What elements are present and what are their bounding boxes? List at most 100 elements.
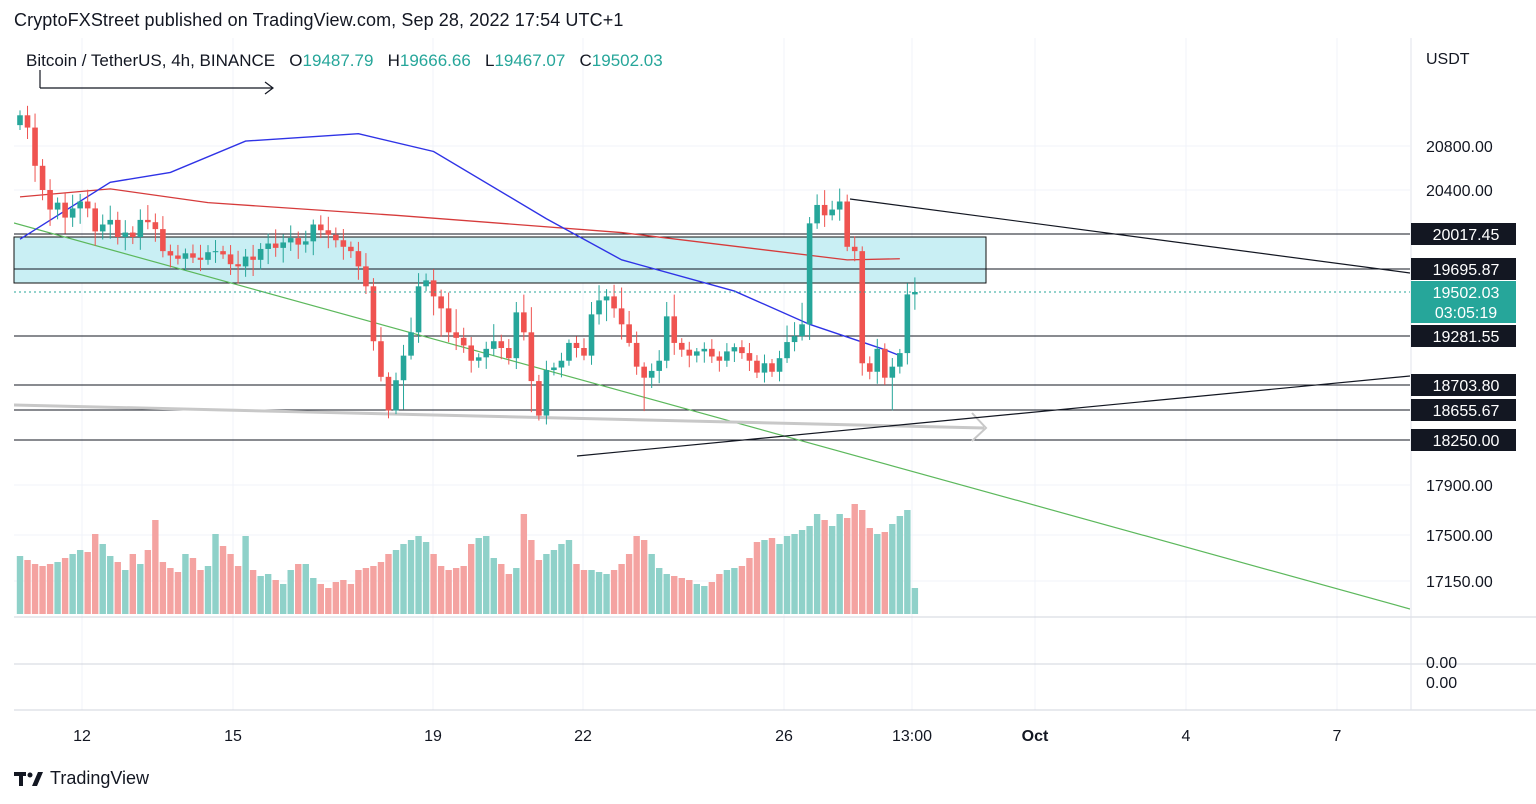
candle-body [709, 348, 715, 357]
volume-bar [874, 534, 881, 614]
candle-body [17, 115, 23, 126]
candle-body [182, 253, 189, 259]
candle-body [746, 353, 753, 361]
volume-bar [753, 542, 761, 614]
price-tick-label: 17150.00 [1426, 574, 1493, 591]
drawings [14, 70, 1410, 610]
volume-bar [129, 554, 136, 614]
candle-body [521, 312, 527, 333]
candle-body [77, 201, 83, 209]
candle-body [701, 348, 708, 352]
level-badge [1411, 399, 1516, 421]
volume-bar [468, 544, 475, 614]
candle-body [227, 254, 234, 265]
time-tick-label: 13:00 [892, 728, 932, 745]
volume-bar [189, 558, 197, 614]
candle-body [340, 240, 347, 247]
candle-body [904, 294, 911, 354]
volume-bars [16, 504, 919, 614]
volume-bar [430, 554, 437, 614]
volume-bar [701, 586, 708, 614]
candle-body [468, 345, 474, 361]
candle-body [551, 367, 557, 371]
candle-body [107, 219, 114, 225]
volume-bar [422, 542, 430, 614]
price-axis[interactable]: 20800.00 20400.00 17900.00 17500.00 17150.00 [1426, 139, 1493, 591]
candle-body [851, 246, 858, 252]
candle-body [272, 243, 279, 248]
price-tick-label: 17500.00 [1426, 528, 1493, 545]
volume-bar [889, 524, 896, 614]
volume-bar [483, 536, 490, 614]
candle-body [596, 300, 602, 315]
candle-body [54, 202, 61, 210]
volume-bar [377, 562, 385, 614]
candle-body [137, 219, 144, 237]
level-badge [1411, 258, 1516, 280]
volume-bar [122, 570, 129, 614]
candle-body [378, 341, 384, 377]
time-tick-label: 15 [224, 728, 242, 745]
candle-body [92, 208, 98, 232]
candle-body [393, 380, 399, 411]
candle-body [836, 201, 843, 210]
candle-body [415, 286, 422, 333]
volume-bar [851, 504, 858, 614]
volume-bar [565, 540, 573, 614]
candle-body [581, 348, 587, 356]
candle-body [190, 253, 196, 258]
volume-bar [904, 510, 911, 614]
candle-body [829, 209, 835, 216]
candle-body [761, 363, 768, 373]
volume-bar [588, 570, 595, 614]
volume-bar [204, 566, 212, 614]
volume-bar [844, 518, 851, 614]
candle-body [769, 363, 775, 372]
volume-bar [828, 526, 836, 614]
time-axis[interactable]: 12 15 19 22 26 13:00 Oct 4 7 [73, 728, 1341, 745]
candle-body [114, 219, 121, 237]
blue-moving-average [19, 133, 901, 357]
tradingview-footer[interactable]: TradingView [14, 768, 149, 789]
candle-body [32, 127, 38, 166]
tradingview-brand: TradingView [50, 768, 150, 788]
tradingview-logo-icon [14, 771, 43, 786]
candle-body [566, 342, 572, 361]
candle-body [882, 348, 888, 378]
candle-body [506, 348, 512, 359]
red-moving-average [19, 188, 900, 261]
candle-body [754, 360, 760, 373]
candle-body [618, 308, 625, 325]
volume-bar [671, 576, 678, 614]
indicator-zero-label: 0.00 [1426, 675, 1457, 692]
candle-body [490, 341, 497, 349]
candle-body [453, 332, 459, 338]
candle-body [24, 115, 31, 128]
volume-bar [114, 562, 121, 614]
candle-body [475, 357, 482, 361]
candle-body [844, 201, 850, 247]
candle-body [528, 332, 535, 382]
volume-bar [46, 564, 54, 614]
candle-body [603, 296, 610, 301]
volume-bar [257, 576, 264, 614]
volume-bar [76, 550, 84, 614]
volume-bar [513, 568, 520, 614]
candle-body [483, 348, 490, 358]
volume-bar [656, 568, 663, 614]
candle-body [460, 337, 467, 346]
candle-body [438, 296, 444, 309]
candle-body [220, 251, 226, 255]
symbol-title[interactable]: Bitcoin / TetherUS, 4h, BINANCE [26, 51, 276, 70]
level-label: 19695.87 [1433, 262, 1500, 279]
volume-bar [603, 574, 610, 614]
volume-bar [723, 570, 731, 614]
volume-bar [16, 556, 24, 614]
volume-bar [505, 574, 512, 614]
volume-bar [783, 536, 791, 614]
candle-body [663, 316, 670, 361]
volume-bar [452, 568, 460, 614]
volume-bar [543, 554, 550, 614]
close-label: C [579, 51, 592, 70]
